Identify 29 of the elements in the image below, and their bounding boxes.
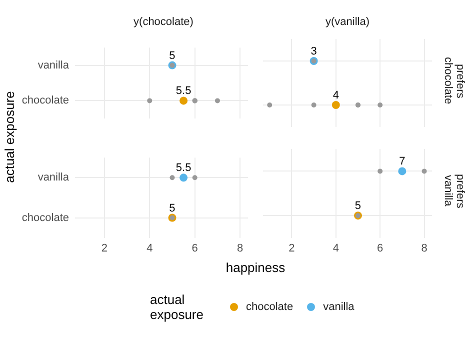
- y-tick-label: chocolate: [22, 212, 69, 224]
- x-tick-label: 6: [377, 242, 384, 254]
- data-label: 7: [399, 156, 406, 168]
- x-tick-label: 8: [421, 242, 428, 254]
- y-tick-label: vanilla: [38, 59, 70, 72]
- y-tick-label: vanilla: [38, 172, 70, 184]
- x-tick-label: 4: [146, 242, 153, 254]
- x-tick-label: 4: [332, 242, 339, 254]
- data-label: 5: [169, 202, 176, 214]
- chart-title: y(vanilla): [324, 16, 370, 28]
- data-label: 5.5: [176, 85, 192, 98]
- legend-label: chocolate: [246, 301, 294, 313]
- x-tick-label: 2: [288, 242, 295, 254]
- y-tick-label: chocolate: [22, 94, 69, 107]
- data-label: 5: [169, 50, 176, 62]
- x-axis-title: happiness: [224, 260, 286, 275]
- y-axis-title: actual exposure: [2, 91, 17, 183]
- x-tick-label: 2: [101, 242, 108, 254]
- legend-label: vanilla: [323, 301, 354, 313]
- data-label: 4: [332, 90, 339, 102]
- x-tick-label: 8: [237, 242, 244, 254]
- y2-axis-title: prefers chocolate: [442, 56, 466, 107]
- x-tick-label: 6: [192, 242, 198, 254]
- y2-axis-title: prefers vanilla: [442, 172, 466, 210]
- data-label: 5: [354, 200, 362, 212]
- data-label: 3: [310, 46, 317, 58]
- chart-title: y(chocolate): [132, 16, 194, 28]
- data-label: 5.5: [176, 162, 192, 174]
- legend-title: actual exposure: [150, 292, 204, 322]
